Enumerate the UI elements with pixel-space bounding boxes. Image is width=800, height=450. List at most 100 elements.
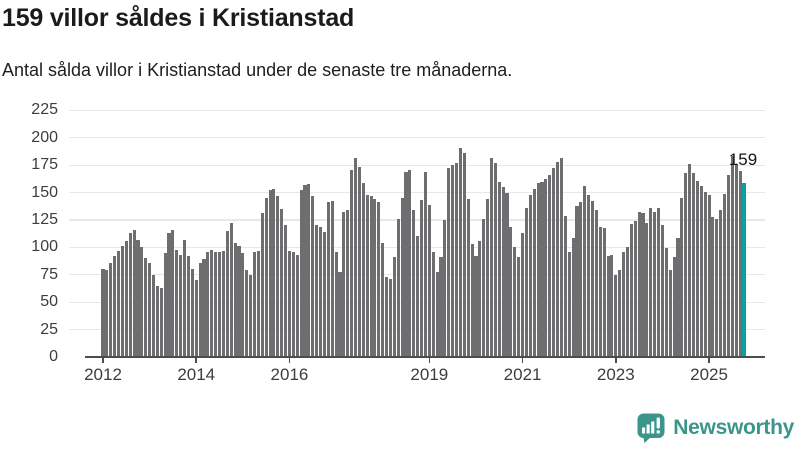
bar [505, 192, 509, 357]
x-axis-label: 2012 [84, 365, 122, 384]
bar [132, 229, 136, 357]
y-axis-label: 75 [40, 265, 58, 283]
bar [404, 171, 408, 357]
bar [233, 243, 237, 357]
bar [210, 249, 214, 357]
bar [575, 205, 579, 357]
bar [719, 210, 723, 357]
bar [124, 240, 128, 357]
gridline [69, 164, 765, 166]
bar [478, 240, 482, 357]
bar [657, 207, 661, 357]
bar [451, 165, 455, 357]
bar [183, 239, 187, 357]
bar [567, 251, 571, 357]
bar [466, 199, 470, 357]
bar [311, 195, 315, 357]
y-axis-label: 225 [31, 101, 58, 119]
bar [474, 256, 478, 357]
bar [622, 251, 626, 357]
bar [610, 255, 614, 357]
bar [163, 252, 167, 357]
gridline [69, 219, 765, 221]
bar [637, 212, 641, 357]
bar [396, 218, 400, 357]
bar [633, 221, 637, 357]
bar [470, 244, 474, 357]
x-axis-tick [708, 357, 710, 363]
gridline [69, 191, 765, 194]
bar [501, 187, 505, 357]
bar [264, 198, 268, 357]
y-axis-label: 125 [31, 211, 58, 228]
bar [128, 233, 132, 357]
bar [699, 186, 703, 357]
x-axis-tick [428, 357, 431, 363]
bar [629, 224, 633, 357]
bar [458, 147, 462, 357]
bar [715, 218, 719, 357]
bar [144, 258, 148, 357]
bar [528, 194, 532, 357]
bar [408, 169, 412, 357]
bar [583, 186, 587, 357]
bar [625, 247, 630, 357]
bar [691, 172, 696, 357]
chart-title: 159 villor såldes i Kristianstad [2, 4, 355, 32]
bar [548, 175, 552, 357]
bar [369, 195, 373, 357]
bar [680, 198, 684, 357]
bar [703, 191, 707, 357]
bar [151, 274, 156, 357]
bar [427, 204, 431, 357]
bar [342, 212, 346, 357]
bar [509, 226, 513, 357]
bar [260, 213, 264, 357]
bar [136, 239, 140, 357]
bar [439, 257, 443, 357]
x-axis-label: 2023 [596, 365, 635, 384]
bar [532, 189, 536, 357]
y-axis-label: 25 [40, 320, 58, 338]
bar [443, 220, 447, 357]
bar [513, 247, 517, 357]
bar [447, 168, 451, 357]
bar [672, 257, 676, 357]
x-axis-tick [615, 357, 617, 363]
bar [334, 251, 338, 357]
bar [116, 250, 121, 357]
bar [734, 164, 738, 357]
bar [486, 199, 490, 357]
bar [462, 153, 466, 357]
bar [489, 157, 494, 357]
x-axis-label: 2019 [410, 365, 449, 384]
newsworthy-logo-text: Newsworthy [673, 416, 794, 439]
bar [303, 184, 307, 357]
bar [493, 163, 497, 357]
bar [688, 164, 692, 357]
bar [276, 195, 280, 357]
bar [536, 182, 540, 357]
bar [377, 202, 381, 357]
bar [454, 163, 459, 357]
bar [614, 274, 618, 357]
bar [315, 225, 319, 357]
bar [237, 246, 241, 357]
newsworthy-speech-bubble-chart-icon [637, 413, 665, 443]
bar [159, 287, 163, 357]
bar [357, 167, 361, 357]
bar [338, 271, 342, 357]
bar [738, 170, 742, 357]
bar [606, 256, 610, 357]
bar [167, 233, 171, 357]
bar [571, 237, 575, 357]
gridline [69, 109, 765, 112]
bar [155, 285, 159, 357]
bar [179, 255, 183, 357]
bar [206, 251, 210, 357]
bar [540, 181, 544, 357]
bar [268, 190, 272, 357]
bar [423, 171, 427, 357]
bar [524, 207, 528, 357]
bar [676, 237, 680, 357]
